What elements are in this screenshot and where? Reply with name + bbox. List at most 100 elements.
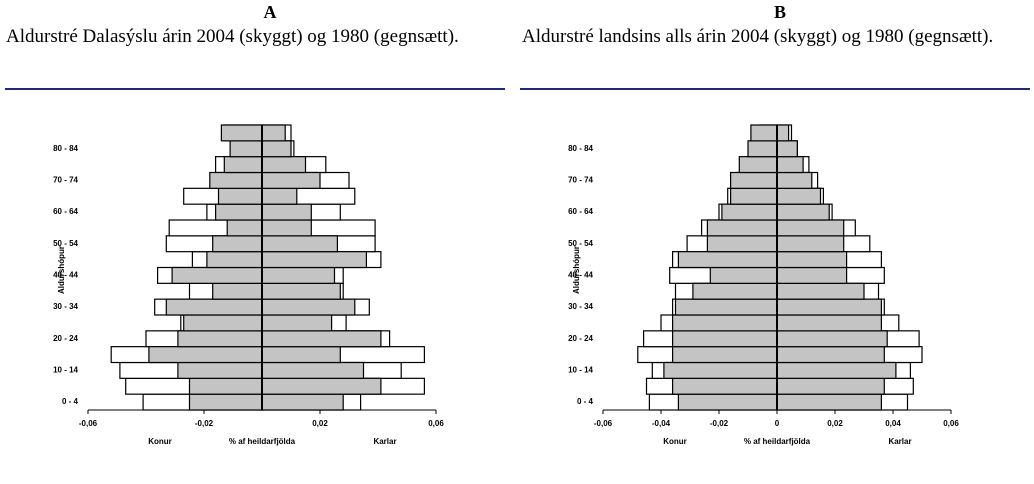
bar (220, 124, 263, 142)
bar (229, 140, 263, 158)
x-tick-label: -0,02 (710, 419, 729, 428)
right-label: Karlar (888, 437, 911, 446)
bar (148, 346, 263, 364)
bar (729, 187, 778, 205)
bar (261, 124, 286, 142)
bar (721, 203, 778, 221)
x-tick-label: -0,02 (195, 419, 214, 428)
x-tick-label: -0,06 (594, 419, 613, 428)
bar (738, 156, 778, 174)
bar (750, 124, 778, 142)
bar (261, 251, 368, 269)
bar (776, 203, 830, 221)
bar (261, 361, 365, 379)
y-tick-label: 0 - 4 (577, 397, 594, 406)
y-tick-label: 50 - 54 (568, 239, 593, 248)
bar (261, 235, 339, 253)
bar (261, 282, 341, 300)
bar (709, 266, 778, 284)
y-tick-label: 20 - 24 (53, 334, 78, 343)
x-tick-label: -0,04 (652, 419, 671, 428)
bar (261, 330, 382, 348)
right-label: Karlar (373, 437, 396, 446)
y-tick-label: 80 - 84 (568, 144, 593, 153)
bar (674, 298, 778, 316)
bar (671, 377, 778, 395)
x-tick-label: -0,06 (79, 419, 98, 428)
bar (776, 251, 848, 269)
bar (776, 346, 885, 364)
bar (692, 282, 778, 300)
bar (212, 235, 263, 253)
bar (261, 203, 312, 221)
bar (223, 156, 263, 174)
y-tick-label: 20 - 24 (568, 334, 593, 343)
bar (261, 377, 382, 395)
bar (729, 171, 778, 189)
x-tick-label: 0,04 (885, 419, 901, 428)
y-tick-label: 70 - 74 (53, 176, 78, 185)
x-tick-label: 0,06 (428, 419, 444, 428)
bar (261, 314, 333, 332)
y-tick-label: 70 - 74 (568, 176, 593, 185)
left-label: Konur (663, 437, 687, 446)
bar (261, 140, 292, 158)
chart-subtitle: Aldurstré Dalasýslu árin 2004 (skyggt) o… (6, 26, 459, 47)
bar (171, 266, 263, 284)
y-axis-label: Aldurshópur (572, 246, 581, 294)
y-tick-label: 80 - 84 (53, 144, 78, 153)
bar (261, 266, 336, 284)
bar (212, 282, 263, 300)
y-axis-label: Aldurshópur (57, 246, 66, 294)
y-tick-label: 30 - 34 (53, 302, 78, 311)
bar (671, 314, 778, 332)
bar (261, 187, 298, 205)
chart-subtitle: Aldurstré landsins alls árin 2004 (skygg… (522, 26, 994, 47)
bar (261, 346, 341, 364)
bar (776, 282, 865, 300)
x-axis-label: % af heildarfjölda (229, 437, 296, 446)
x-axis-label: % af heildarfjölda (744, 437, 811, 446)
y-tick-label: 30 - 34 (568, 302, 593, 311)
bar (261, 219, 312, 237)
bar (776, 124, 790, 142)
y-tick-label: 10 - 14 (53, 366, 78, 375)
bar (261, 298, 356, 316)
bar (188, 377, 263, 395)
bar (215, 203, 263, 221)
bar (776, 140, 798, 158)
bar (776, 171, 813, 189)
bar (706, 235, 778, 253)
bar (776, 156, 804, 174)
bar (183, 314, 263, 332)
bar (671, 330, 778, 348)
bar (776, 266, 848, 284)
y-tick-label: 0 - 4 (62, 397, 79, 406)
bar (226, 219, 263, 237)
x-tick-label: 0,06 (943, 419, 959, 428)
bar (776, 361, 897, 379)
bar (165, 298, 263, 316)
bar (261, 393, 344, 411)
y-tick-label: 40 - 44 (53, 271, 78, 280)
y-tick-label: 50 - 54 (53, 239, 78, 248)
bar (776, 314, 883, 332)
bar (261, 156, 307, 174)
x-tick-label: 0,02 (312, 419, 328, 428)
y-tick-label: 10 - 14 (568, 366, 593, 375)
bar (776, 330, 888, 348)
bar (261, 171, 321, 189)
bar (776, 377, 885, 395)
bar (217, 187, 263, 205)
bar (776, 235, 845, 253)
bar (177, 361, 263, 379)
left-label: Konur (148, 437, 172, 446)
bar (671, 346, 778, 364)
bar (677, 393, 778, 411)
chart-title: B (773, 2, 786, 22)
chart-title: A (263, 2, 277, 22)
bar (209, 171, 263, 189)
x-tick-label: 0,02 (827, 419, 843, 428)
separator (520, 88, 1030, 90)
